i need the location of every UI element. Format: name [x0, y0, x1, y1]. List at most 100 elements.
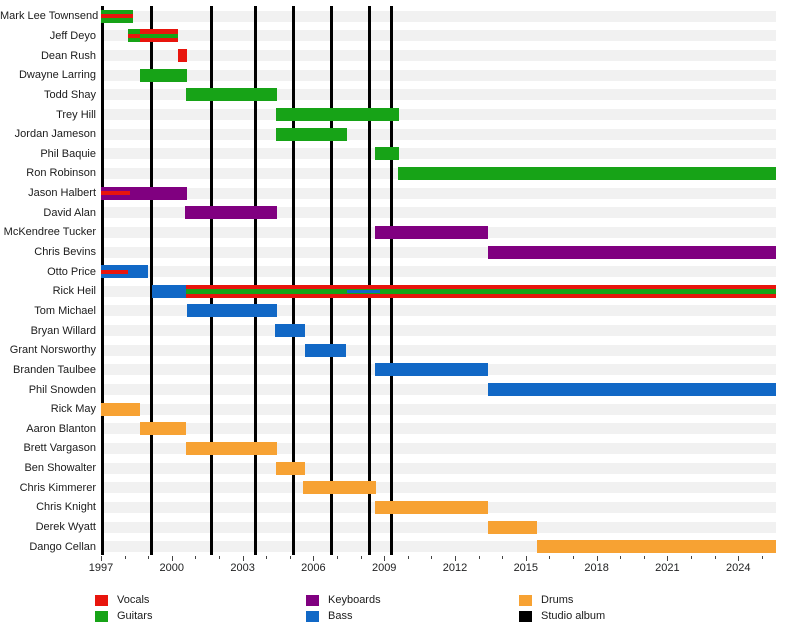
member-tenure-bar: [536, 540, 776, 554]
major-tick: [313, 556, 315, 561]
row-track: [101, 207, 776, 219]
tick-label: 2024: [725, 562, 751, 574]
member-label: Rick May: [50, 403, 96, 416]
studio-album-line: [254, 6, 258, 555]
member-tenure-bar: [304, 343, 346, 357]
major-tick: [384, 556, 386, 561]
row-track: [101, 246, 776, 258]
tick-label: 2015: [513, 562, 539, 574]
member-label: Tom Michael: [34, 304, 96, 317]
legend-label: Keyboards: [328, 594, 381, 607]
member-label: Jason Halbert: [28, 187, 96, 200]
minor-tick: [337, 556, 338, 559]
minor-tick: [195, 556, 197, 559]
secondary-role-stripe: [101, 269, 129, 274]
member-tenure-bar: [275, 461, 305, 475]
row-track: [101, 344, 776, 356]
member-tenure-bar: [488, 245, 776, 259]
member-label: Chris Bevins: [34, 246, 96, 259]
row-track: [101, 69, 776, 81]
secondary-role-stripe: [185, 288, 776, 294]
minor-tick: [219, 556, 220, 559]
member-tenure-bar: [101, 186, 188, 200]
member-tenure-bar: [186, 304, 277, 318]
row-track: [101, 10, 776, 22]
member-tenure-bar: [185, 441, 277, 455]
member-tenure-bar: [488, 383, 776, 397]
legend-item-vocals: Vocals: [95, 594, 149, 607]
tick-label: 2012: [442, 562, 468, 574]
member-tenure-bar: [397, 166, 776, 180]
member-label: Aaron Blanton: [26, 422, 96, 435]
member-tenure-bar: [139, 422, 186, 436]
member-label: Grant Norsworthy: [9, 344, 96, 357]
member-label: Chris Kimmerer: [19, 481, 96, 494]
row-track: [101, 521, 776, 533]
member-label: Bryan Willard: [30, 324, 96, 337]
tick-label: 2003: [230, 562, 255, 574]
row-track: [101, 128, 776, 140]
secondary-role-stripe: [101, 191, 131, 196]
timeline-plot-area: [101, 6, 776, 556]
row-track: [101, 187, 776, 199]
secondary-role-stripe: [139, 33, 179, 38]
member-tenure-bar: [374, 363, 489, 377]
tick-label: 2021: [655, 562, 680, 574]
minor-tick: [148, 556, 150, 559]
row-track: [101, 266, 776, 278]
member-tenure-bar: [374, 147, 400, 161]
member-tenure-bar: [101, 402, 140, 416]
tick-label: 2018: [584, 562, 609, 574]
minor-tick: [714, 556, 716, 559]
studio-album-line: [210, 6, 214, 555]
row-track: [101, 423, 776, 435]
member-label: Otto Price: [47, 265, 96, 278]
studio-album-line: [330, 6, 334, 555]
legend-item-drums: Drums: [519, 594, 573, 607]
major-tick: [738, 556, 740, 561]
row-track: [101, 541, 776, 553]
member-label: Dean Rush: [40, 49, 96, 62]
minor-tick: [431, 556, 433, 559]
minor-tick: [360, 556, 362, 559]
studio-album-line: [101, 6, 105, 555]
member-label: Phil Baquie: [40, 147, 96, 160]
member-label: Jordan Jameson: [14, 128, 96, 141]
row-track: [101, 325, 776, 337]
legend: Vocals Guitars Keyboards Bass Drums Stud…: [0, 588, 790, 630]
minor-tick: [761, 556, 763, 559]
secondary-role-stripe: [128, 33, 140, 38]
row-track: [101, 384, 776, 396]
studio-album-line: [149, 6, 153, 555]
row-track: [101, 109, 776, 121]
member-label: Jeff Deyo: [49, 29, 96, 42]
member-tenure-bar: [178, 49, 187, 63]
member-tenure-bar: [185, 206, 278, 220]
member-label: McKendree Tucker: [3, 226, 96, 239]
legend-item-keyboards: Keyboards: [306, 594, 381, 607]
member-tenure-bar: [275, 127, 347, 141]
minor-tick: [620, 556, 622, 559]
minor-tick: [549, 556, 551, 559]
minor-tick: [289, 556, 291, 559]
guitars-swatch-icon: [95, 610, 108, 622]
member-label: Ben Showalter: [24, 462, 96, 475]
major-tick: [525, 556, 527, 561]
major-tick: [667, 556, 669, 561]
keyboards-swatch-icon: [306, 594, 319, 606]
member-label: Branden Taulbee: [13, 363, 96, 376]
member-label: Mark Lee Townsend: [0, 10, 99, 23]
member-tenure-bar: [185, 88, 278, 102]
row-track: [101, 442, 776, 454]
minor-tick: [573, 556, 575, 559]
row-track: [101, 89, 776, 101]
minor-tick: [124, 556, 126, 559]
minor-tick: [643, 556, 645, 559]
member-tenure-bar: [488, 520, 537, 534]
member-label: Dango Cellan: [29, 540, 96, 553]
legend-item-bass: Bass: [306, 610, 352, 623]
legend-label: Vocals: [117, 594, 150, 607]
member-tenure-bar: [139, 68, 187, 82]
minor-tick: [407, 556, 409, 559]
member-tenure-bar: [151, 284, 186, 298]
